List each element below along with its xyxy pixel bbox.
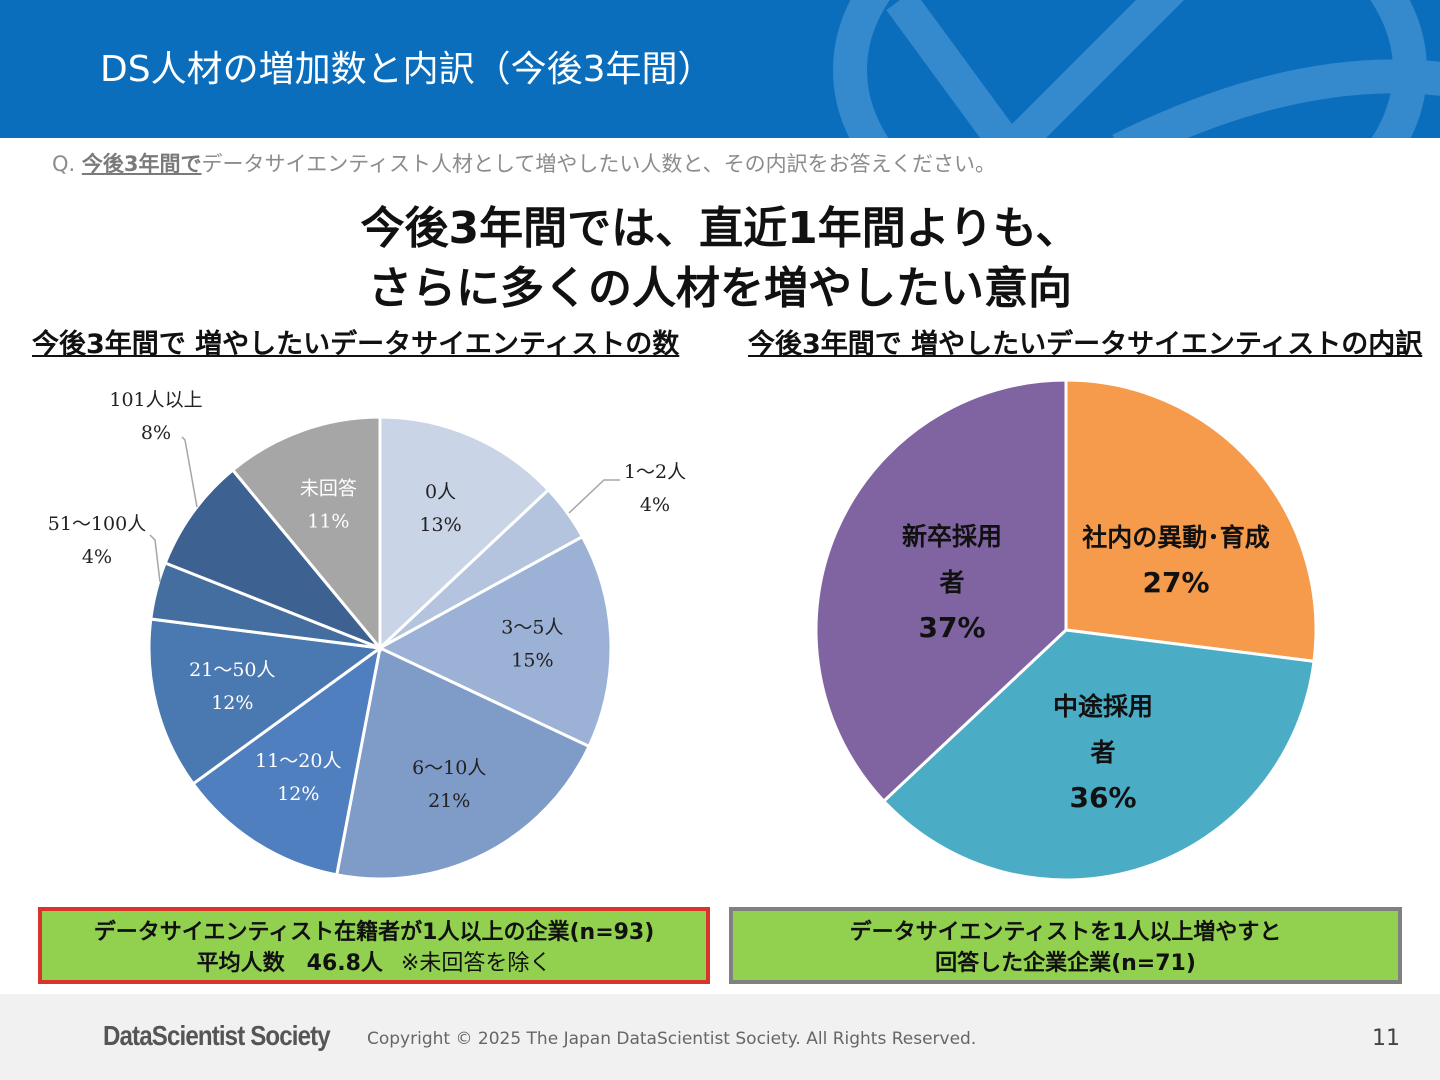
left-pie-leader-line-6 xyxy=(149,534,161,583)
left-pie-slice-5 xyxy=(147,617,384,786)
copyright-text: Copyright © 2025 The Japan DataScientist… xyxy=(367,1029,977,1049)
left-pie-category-label-7: 101人以上 xyxy=(109,389,202,411)
left-pie-slice-4 xyxy=(191,644,383,877)
average-note: ※未回答を除く xyxy=(400,951,552,976)
left-pie-category-label-0: 0人 xyxy=(425,481,456,503)
page-number: 11 xyxy=(1372,1026,1400,1051)
left-pie-value-label-4: 12% xyxy=(277,783,319,805)
right-pie-slice-0 xyxy=(1064,378,1318,664)
headline-line-1: 今後3年間では、直近1年間よりも、 xyxy=(360,203,1080,254)
left-pie-category-label-4: 11～20人 xyxy=(255,750,341,772)
decorative-logo-shape xyxy=(833,0,1440,138)
question-prefix: Q. xyxy=(52,152,82,176)
left-pie-category-label-1: 1～2人 xyxy=(624,461,686,483)
left-summary-line-2: 平均人数 46.8人 ※未回答を除く xyxy=(42,948,706,979)
right-pie-value-label-1: 36% xyxy=(1069,781,1136,814)
left-pie-leader-line-1 xyxy=(568,479,620,514)
left-pie-chart: 0人 13% 1～2人 4% 3～5人 15% 6～10人 21% 11～20人 12% 21～50… xyxy=(48,389,686,881)
left-summary-box: データサイエンティスト在籍者が1人以上の企業(n=93) 平均人数 46.8人 ※… xyxy=(38,907,710,984)
left-pie-slice-2 xyxy=(376,534,613,749)
left-pie-value-label-1: 4% xyxy=(640,494,670,516)
right-summary-line-1: データサイエンティストを1人以上増やすと xyxy=(849,920,1282,945)
left-pie-slice-8 xyxy=(230,415,382,653)
right-pie-slice-2 xyxy=(814,378,1068,804)
survey-question: Q. 今後3年間でデータサイエンティスト人材として増やしたい人数と、その内訳をお… xyxy=(52,148,996,178)
question-highlight: 今後3年間で xyxy=(81,152,202,176)
left-chart-title: 今後3年間で 増やしたいデータサイエンティストの数 xyxy=(32,329,680,360)
left-pie-value-label-7: 8% xyxy=(141,422,171,444)
footer-logo: DataScientist Society xyxy=(103,1020,331,1051)
left-pie-value-label-8: 11% xyxy=(307,511,349,533)
right-chart-title: 今後3年間で 増やしたいデータサイエンティストの内訳 xyxy=(748,329,1423,360)
left-pie-leader-line-7 xyxy=(181,436,198,508)
page-title: DS人材の増加数と内訳（今後3年間） xyxy=(100,49,714,90)
footer xyxy=(0,994,1440,1080)
right-pie-category-label-2: 新卒採用 xyxy=(902,522,1002,551)
question-text: データサイエンティスト人材として増やしたい人数と、その内訳をお答えください。 xyxy=(201,152,996,176)
left-pie-category-label-5: 21～50人 xyxy=(189,659,275,681)
right-pie-category-label-1: 者 xyxy=(1090,738,1115,767)
left-pie-slice-7 xyxy=(163,467,382,650)
right-pie-category-label-2: 者 xyxy=(939,568,964,597)
left-summary-line-1: データサイエンティスト在籍者が1人以上の企業(n=93) xyxy=(93,920,655,945)
right-pie-category-label-0: 社内の異動･育成 xyxy=(1082,523,1270,552)
left-pie-value-label-0: 13% xyxy=(419,514,461,536)
right-pie-value-label-0: 27% xyxy=(1142,566,1209,599)
left-pie-slice-3 xyxy=(334,645,592,881)
header-band: DS人材の増加数と内訳（今後3年間） xyxy=(0,0,1440,138)
left-pie-category-label-6: 51～100人 xyxy=(48,513,146,535)
right-summary-line-2: 回答した企業企業(n=71) xyxy=(935,951,1196,976)
average-count: 平均人数 46.8人 xyxy=(196,951,383,976)
left-pie-slice-0 xyxy=(378,415,551,652)
headline-line-2: さらに多くの人材を増やしたい意向 xyxy=(368,263,1072,314)
left-pie-value-label-2: 15% xyxy=(511,649,553,671)
right-pie-slice-1 xyxy=(881,628,1316,882)
left-pie-category-label-3: 6～10人 xyxy=(412,757,486,779)
left-pie-value-label-5: 12% xyxy=(211,692,253,714)
right-pie-category-label-1: 中途採用 xyxy=(1053,692,1153,721)
left-pie-category-label-8: 未回答 xyxy=(300,478,357,500)
left-pie-value-label-3: 21% xyxy=(428,790,470,812)
left-pie-category-label-2: 3～5人 xyxy=(501,616,563,638)
right-pie-value-label-2: 37% xyxy=(918,611,985,644)
left-pie-value-label-6: 4% xyxy=(82,546,112,568)
right-summary-box: データサイエンティストを1人以上増やすと 回答した企業企業(n=71) xyxy=(729,907,1402,984)
